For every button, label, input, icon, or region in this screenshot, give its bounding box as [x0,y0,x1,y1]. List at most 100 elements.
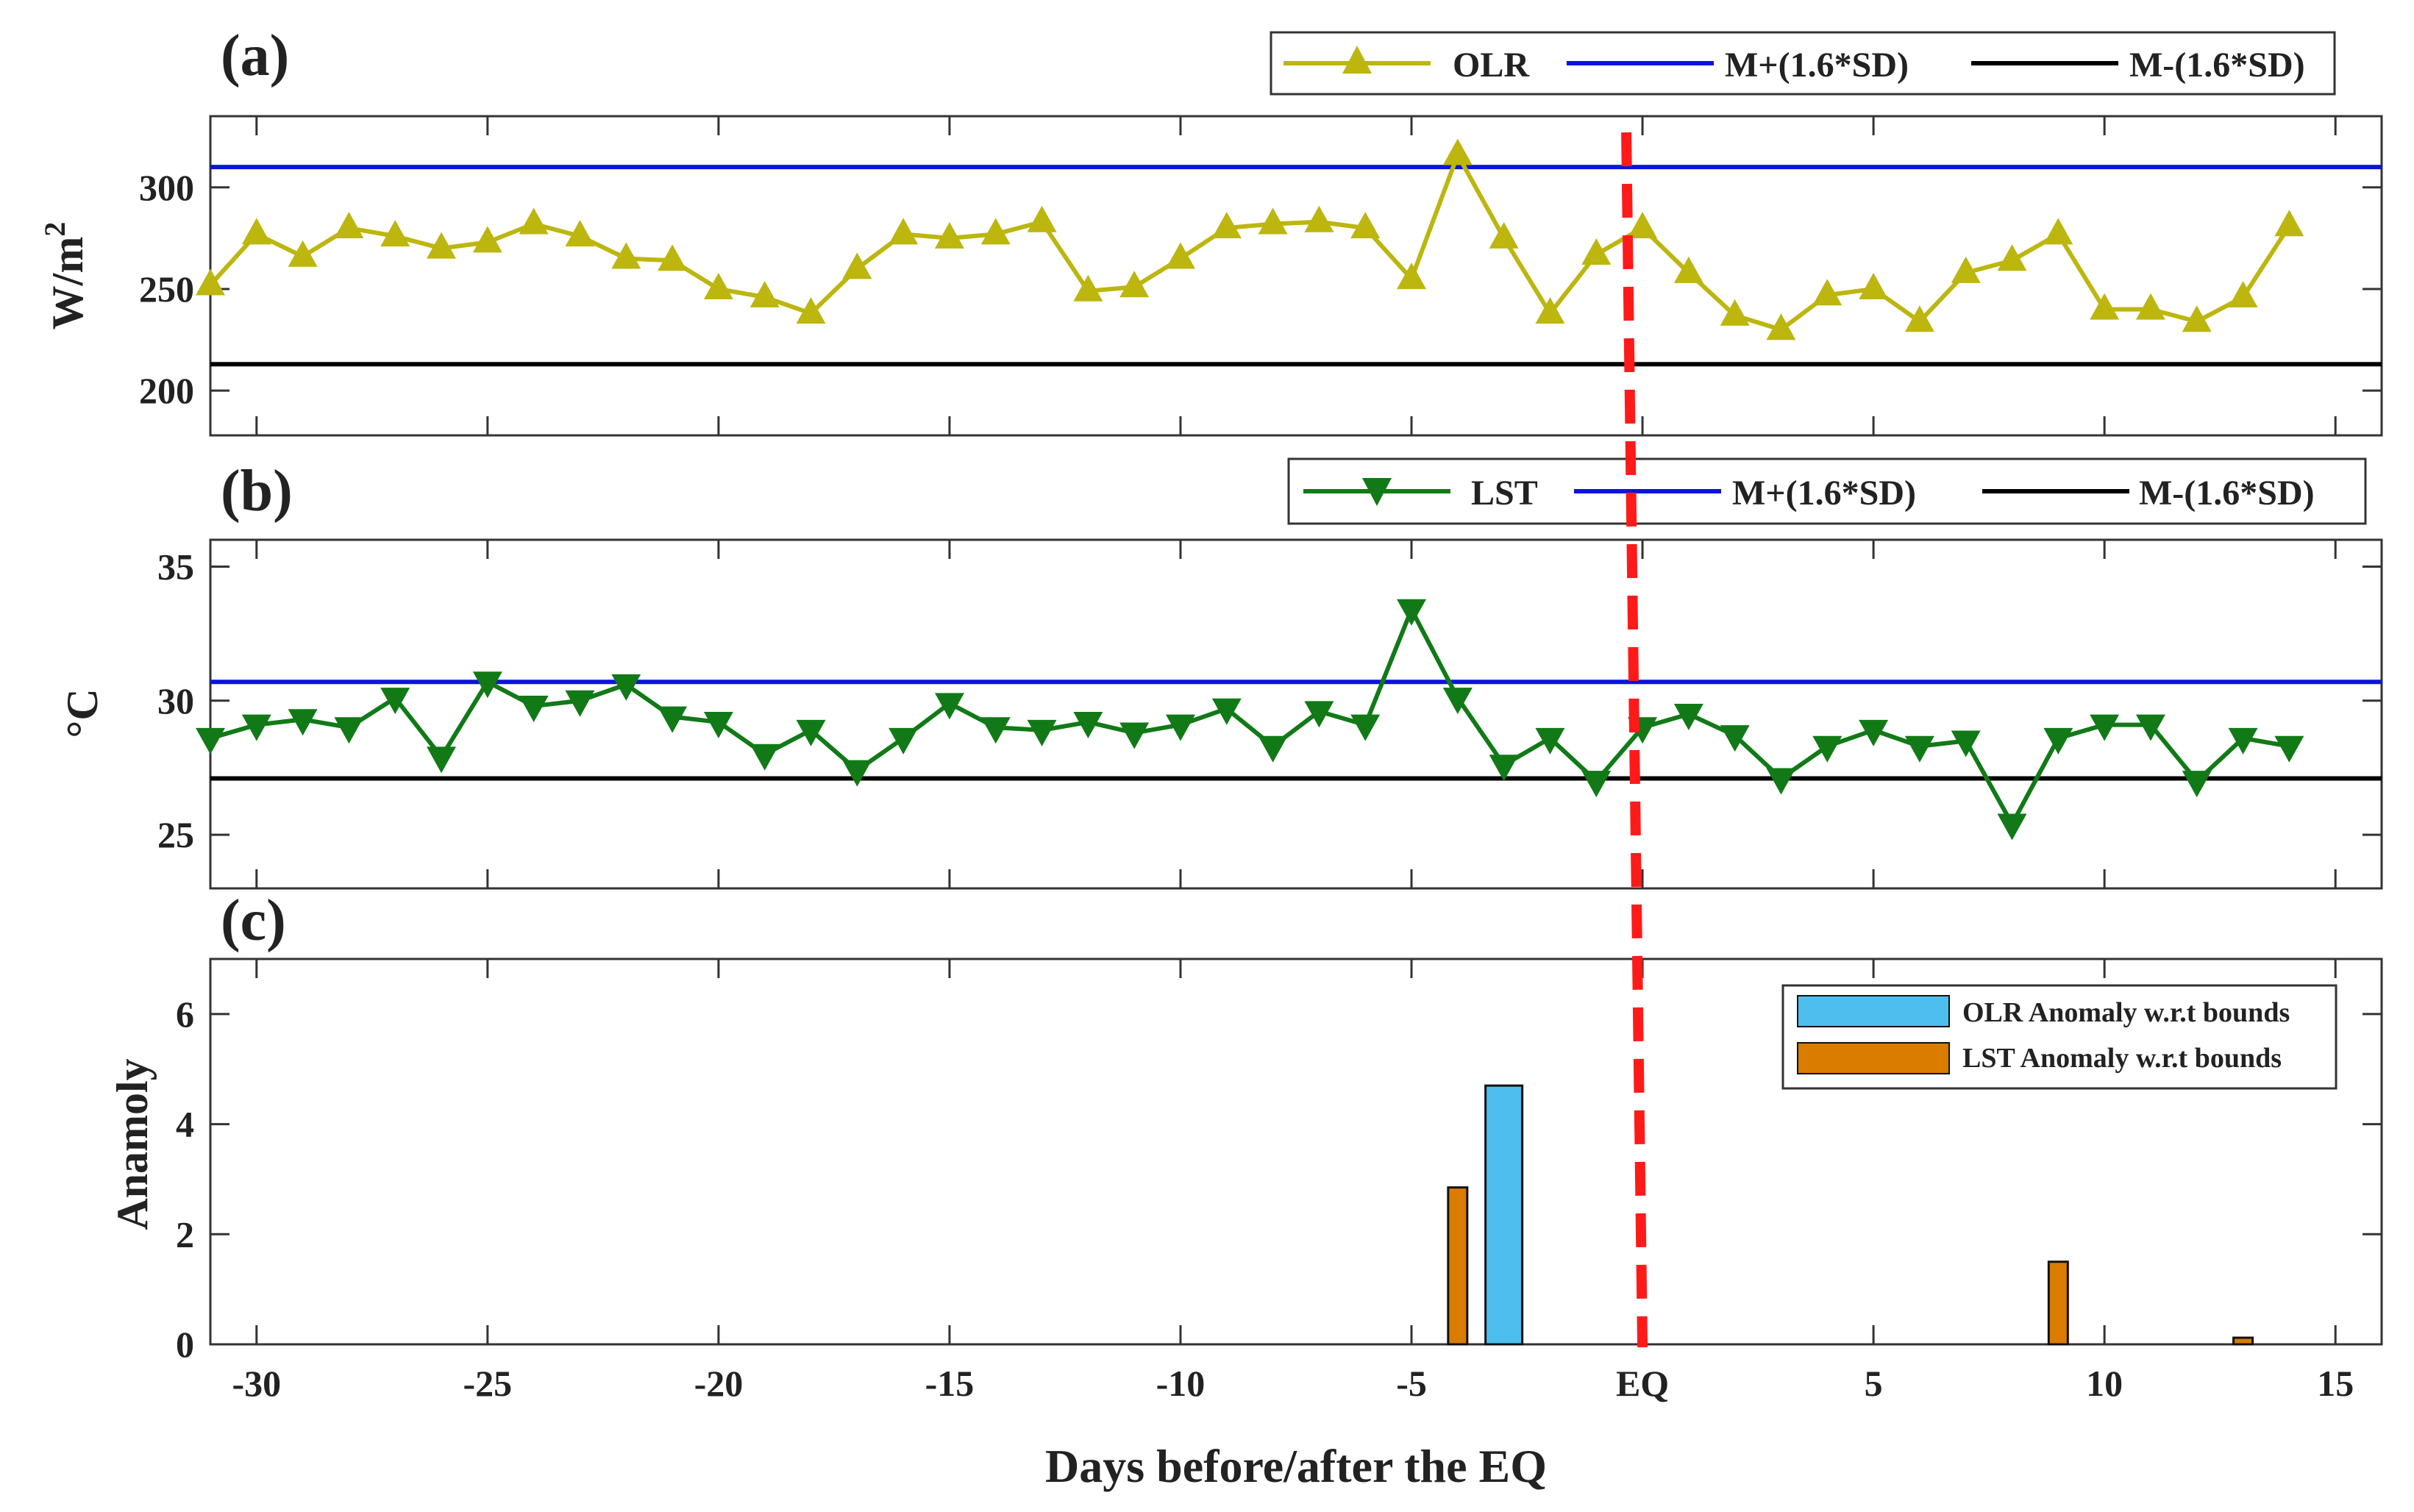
panel-b-point-19 [1073,711,1103,738]
panel-b-point-3 [334,717,364,744]
panel-b-point-41 [2090,714,2120,741]
panel-a-point-37 [1904,305,1934,332]
legend-olr-anomaly-label: OLR Anomaly w.r.t bounds [1962,997,2290,1028]
panel-b-point-13 [796,719,826,746]
panel-a-point-27 [1442,138,1473,165]
panel-a-point-6 [472,226,502,253]
panel-b-point-24 [1304,701,1334,728]
panel-b-point-1 [241,714,271,741]
panel-a-point-0 [196,268,225,296]
xtick-label-0: -30 [232,1363,281,1404]
panel-c-ytick-label-0: 0 [176,1324,194,1365]
panel-a-point-29 [1535,297,1565,324]
bar-lst-1 [2047,1260,2069,1346]
xtick-label-1: -25 [463,1363,513,1404]
panel-a-point-34 [1766,313,1796,340]
panel-c-ytick-label-1: 2 [176,1213,194,1255]
xtick-label-4: -10 [1156,1363,1206,1404]
panel-b-point-2 [288,709,318,736]
panel-b-point-23 [1258,735,1288,763]
panel-b-series-line [210,607,2290,827]
panel-a-point-33 [1720,299,1750,326]
panel-a-series-line [208,152,2291,332]
panel-a-point-9 [611,242,641,269]
panel-b-point-9 [611,674,641,701]
panel-a-point-39 [1997,244,2027,271]
bar-olr-0 [1484,1084,1524,1346]
panel-a-label: (a) [221,24,289,88]
panel-a-point-31 [1628,212,1658,239]
panel-b-point-10 [658,706,688,733]
panel-c-ylabel: Anamoly [108,1058,157,1230]
panel-b-point-25 [1350,714,1381,741]
panel-b-point-29 [1535,727,1565,755]
panel-a-point-45 [2274,210,2304,237]
panel-b-point-27 [1442,688,1473,715]
panel-b-point-30 [1581,771,1612,798]
panel-a-point-40 [2043,218,2073,245]
panel-a-point-22 [1211,212,1242,239]
xtick-label-6: EQ [1616,1363,1669,1404]
panel-b-point-11 [703,711,733,738]
panel-b-point-5 [427,746,457,774]
legend-lst-label: LST [1471,474,1538,513]
panel-b-point-44 [2228,727,2258,755]
panel-b-point-8 [565,690,595,717]
panel-a-point-23 [1258,207,1288,235]
panel-b-axes-frame [209,538,2383,890]
panel-b-point-34 [1766,768,1796,795]
panel-c-axes-frame [209,958,2383,1346]
panel-b-point-43 [2182,771,2212,798]
panel-b-point-15 [889,727,919,755]
panel-b-lst: (b) 25 30 35 °C LST M+(1.6*SD) M-(1.6*SD) [58,457,2383,890]
panel-a-point-8 [565,220,595,247]
panel-b-point-7 [519,696,549,723]
panel-a-point-1 [241,218,271,245]
panel-b-point-32 [1673,704,1703,730]
legend-olr-anomaly-swatch [1797,995,1950,1027]
panel-a-point-26 [1397,263,1427,290]
panel-a-point-41 [2090,293,2120,320]
panel-a-point-25 [1350,212,1381,239]
panel-b-point-14 [842,760,872,787]
bar-lst-0 [1447,1186,1469,1346]
panel-b-point-28 [1489,755,1519,782]
legend-lst-marker [1362,478,1392,506]
panel-a-axes-frame [209,115,2383,437]
panel-b-point-39 [1997,813,2027,841]
x-axis-label: Days before/after the EQ [1045,1440,1547,1492]
xtick-label-7: 5 [1865,1363,1883,1404]
panel-b-point-4 [380,688,410,715]
panel-b-point-0 [196,727,225,755]
panel-a-point-38 [1951,256,1981,283]
panel-a-point-17 [980,218,1011,245]
xtick-label-2: -20 [694,1363,744,1404]
panel-b-point-36 [1859,719,1889,746]
panel-b-legend: LST M+(1.6*SD) M-(1.6*SD) [1287,457,2367,525]
panel-b-point-20 [1119,722,1150,749]
panel-c-legend: OLR Anomaly w.r.t bounds LST Anomaly w.r… [1781,984,2338,1090]
legend-lst-anomaly-swatch [1797,1042,1950,1074]
panel-b-point-12 [750,743,780,771]
panel-a-point-3 [334,212,364,239]
panel-c-anomaly: (c) 0 2 4 6 -30 -25 -20 -15 -10 -5 EQ 5 10 15 Anamol… [108,888,2383,1492]
legend-olr-label: OLR [1453,46,1530,85]
panel-a-point-15 [889,218,919,245]
panel-a-point-42 [2135,293,2165,320]
panel-a-olr: (a) 200 250 300 W/m2 OLR M+(1.6*SD) M-(1.6… [38,24,2383,437]
panel-a-point-36 [1859,272,1889,299]
panel-a-point-44 [2228,281,2258,308]
panel-a-point-2 [288,240,318,267]
panel-b-label: (b) [221,459,293,524]
panel-a-ytick-label-0: 200 [139,370,194,411]
panel-a-point-18 [1027,205,1057,232]
legend-lst-anomaly-label: LST Anomaly w.r.t bounds [1962,1043,2282,1074]
panel-b-point-45 [2274,735,2304,763]
panel-b-ytick-label-0: 25 [157,814,194,855]
xtick-label-9: 15 [2317,1363,2354,1404]
panel-a-ylabel: W/m2 [38,222,92,330]
panel-a-point-30 [1581,238,1612,265]
panel-a-ytick-label-2: 300 [139,167,194,208]
bar-lst-2 [2232,1336,2254,1346]
